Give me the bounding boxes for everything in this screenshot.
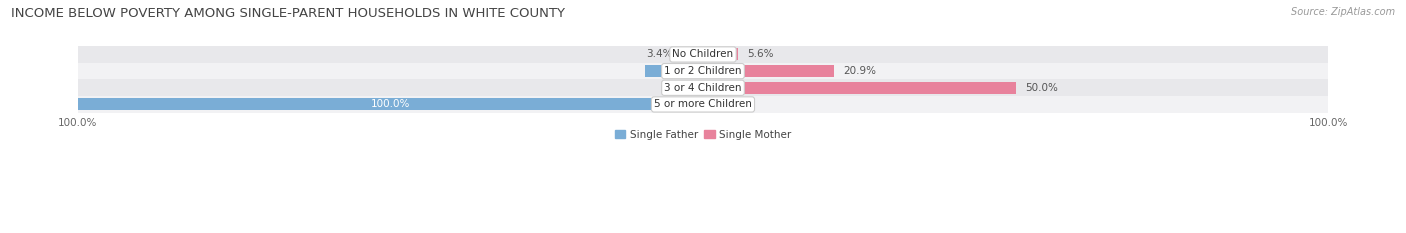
Bar <box>645 65 703 77</box>
Text: 5.6%: 5.6% <box>748 49 773 59</box>
Text: 3 or 4 Children: 3 or 4 Children <box>664 83 742 93</box>
Text: No Children: No Children <box>672 49 734 59</box>
Text: 100.0%: 100.0% <box>371 99 411 110</box>
Bar <box>77 79 1329 96</box>
Text: 3.4%: 3.4% <box>645 49 672 59</box>
Bar <box>682 48 703 60</box>
Text: INCOME BELOW POVERTY AMONG SINGLE-PARENT HOUSEHOLDS IN WHITE COUNTY: INCOME BELOW POVERTY AMONG SINGLE-PARENT… <box>11 7 565 20</box>
Bar <box>703 65 834 77</box>
Text: 20.9%: 20.9% <box>844 66 876 76</box>
Text: 50.0%: 50.0% <box>1025 83 1057 93</box>
Bar <box>703 99 704 110</box>
Text: 5 or more Children: 5 or more Children <box>654 99 752 110</box>
Text: 9.2%: 9.2% <box>661 66 688 76</box>
Bar <box>77 96 1329 113</box>
Bar <box>703 82 1015 94</box>
Legend: Single Father, Single Mother: Single Father, Single Mother <box>610 126 796 144</box>
Bar <box>77 63 1329 79</box>
Text: 0.0%: 0.0% <box>713 99 738 110</box>
Bar <box>703 48 738 60</box>
Text: 1 or 2 Children: 1 or 2 Children <box>664 66 742 76</box>
Text: Source: ZipAtlas.com: Source: ZipAtlas.com <box>1291 7 1395 17</box>
Bar <box>77 46 1329 63</box>
Bar <box>77 99 703 110</box>
Text: 0.0%: 0.0% <box>668 83 693 93</box>
Bar <box>702 82 703 94</box>
